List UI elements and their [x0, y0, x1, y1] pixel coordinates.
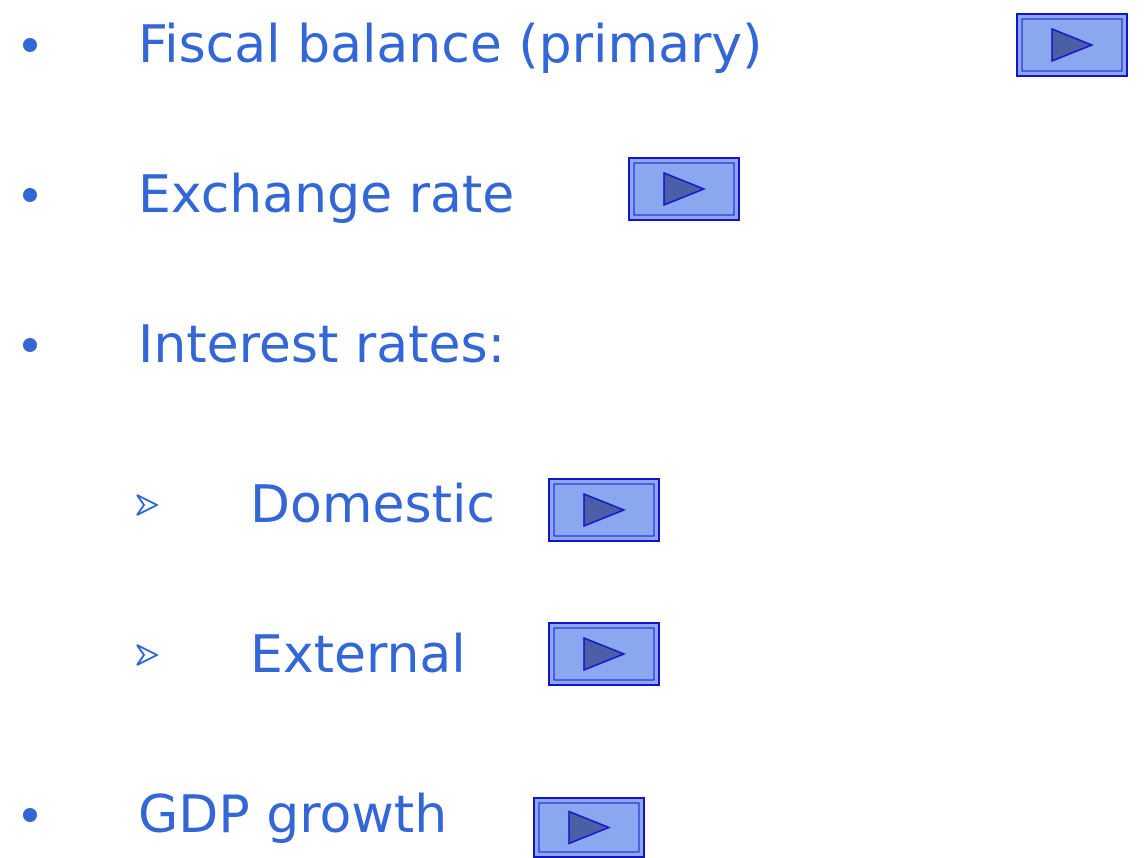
- bullet: [23, 338, 37, 352]
- play-button[interactable]: [628, 157, 740, 221]
- item-text: Fiscal balance (primary): [138, 15, 763, 75]
- button-graphic[interactable]: [548, 622, 660, 686]
- play-icon[interactable]: [663, 171, 707, 207]
- button-graphic[interactable]: [548, 478, 660, 542]
- bullet: [23, 38, 37, 52]
- sub-bullet: [136, 644, 158, 666]
- play-button[interactable]: [1016, 13, 1128, 77]
- bullet: [23, 188, 37, 202]
- sub-bullet: [136, 494, 158, 516]
- play-button[interactable]: [533, 797, 645, 858]
- bullet: [23, 808, 37, 822]
- play-icon[interactable]: [568, 810, 612, 845]
- item-text: Interest rates:: [138, 315, 506, 375]
- play-icon[interactable]: [583, 492, 627, 528]
- play-icon[interactable]: [583, 636, 627, 672]
- item-text: Domestic: [250, 475, 496, 535]
- play-button[interactable]: [548, 622, 660, 686]
- button-graphic[interactable]: [628, 157, 740, 221]
- item-text: Exchange rate: [138, 165, 515, 225]
- button-graphic[interactable]: [533, 797, 645, 858]
- button-graphic[interactable]: [1016, 13, 1128, 77]
- play-button[interactable]: [548, 478, 660, 542]
- item-text: GDP growth: [138, 785, 448, 845]
- item-text: External: [250, 625, 466, 685]
- play-icon[interactable]: [1051, 27, 1095, 63]
